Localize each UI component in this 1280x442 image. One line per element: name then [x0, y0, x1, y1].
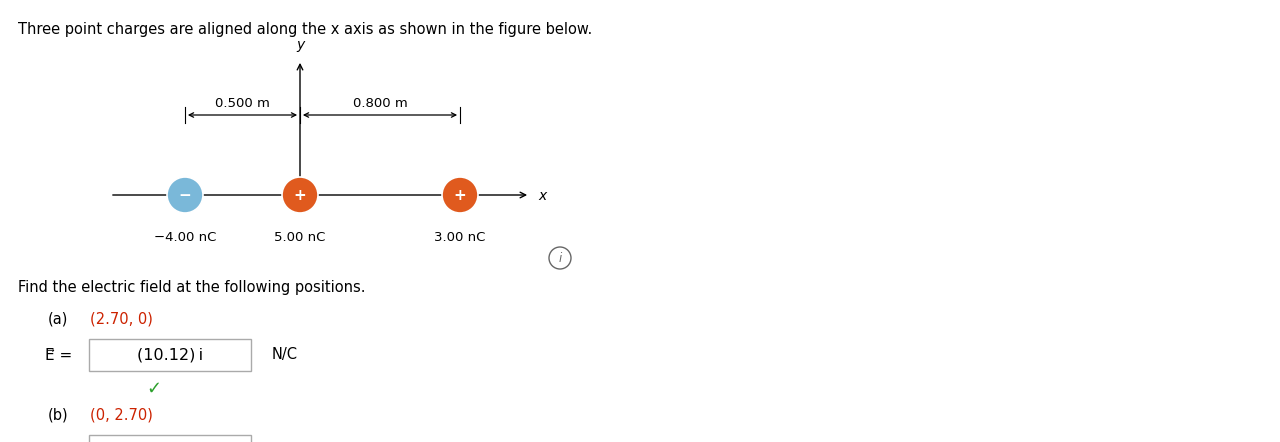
Text: (a): (a) [49, 312, 68, 327]
FancyBboxPatch shape [90, 435, 251, 442]
Text: Find the electric field at the following positions.: Find the electric field at the following… [18, 280, 366, 295]
Text: N/C: N/C [273, 347, 298, 362]
Text: 0.500 m: 0.500 m [215, 97, 270, 110]
Text: +: + [453, 187, 466, 202]
Circle shape [442, 177, 477, 213]
Text: +: + [293, 187, 306, 202]
Circle shape [549, 247, 571, 269]
Text: 3.00 nC: 3.00 nC [434, 231, 485, 244]
Text: i: i [558, 251, 562, 264]
Text: ✓: ✓ [146, 380, 161, 398]
Text: (0, 2.70): (0, 2.70) [90, 408, 152, 423]
Text: −: − [179, 187, 192, 202]
Text: x: x [538, 189, 547, 203]
FancyBboxPatch shape [90, 339, 251, 371]
Circle shape [282, 177, 317, 213]
Text: 5.00 nC: 5.00 nC [274, 231, 325, 244]
Text: Three point charges are aligned along the x axis as shown in the figure below.: Three point charges are aligned along th… [18, 22, 593, 37]
Circle shape [166, 177, 204, 213]
Text: −4.00 nC: −4.00 nC [154, 231, 216, 244]
Text: 0.800 m: 0.800 m [352, 97, 407, 110]
Text: (10.12) i: (10.12) i [137, 347, 204, 362]
Text: y: y [296, 38, 305, 52]
Text: (b): (b) [49, 408, 69, 423]
Text: (2.70, 0): (2.70, 0) [90, 312, 152, 327]
Text: E⃗ =: E⃗ = [45, 347, 72, 362]
